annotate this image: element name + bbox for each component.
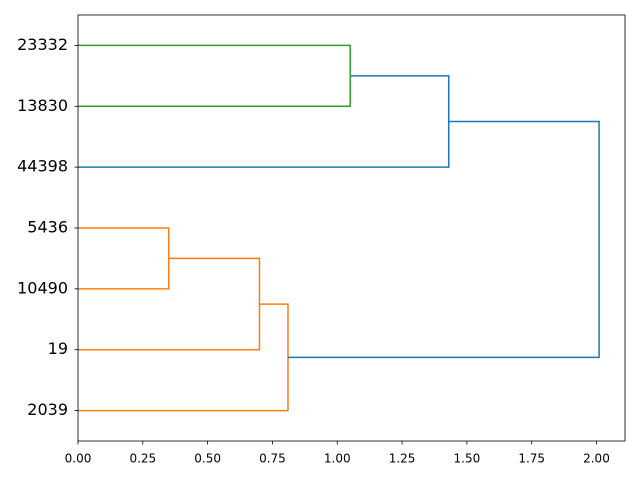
dendrogram-link (78, 257, 261, 351)
y-tick-label: 10490 (17, 278, 68, 297)
x-tick-label: 2.00 (583, 452, 610, 466)
dendrogram-link (78, 227, 170, 290)
y-tick-label: 19 (48, 339, 68, 358)
x-tick-label: 1.50 (454, 452, 481, 466)
x-tick-label: 0.50 (194, 452, 221, 466)
y-tick-label: 5436 (27, 218, 68, 237)
dendrogram-link (78, 75, 450, 168)
x-tick-label: 1.75 (518, 452, 545, 466)
plot-frame (77, 14, 626, 442)
x-tick-label: 0.00 (65, 452, 92, 466)
x-tick-label: 0.25 (129, 452, 156, 466)
y-tick-label: 13830 (17, 96, 68, 115)
y-tick-label: 23332 (17, 35, 68, 54)
dendrogram-link (287, 120, 600, 359)
y-tick-label: 2039 (27, 400, 68, 419)
x-tick-label: 1.25 (389, 452, 416, 466)
x-tick-label: 0.75 (259, 452, 286, 466)
dendrogram-link (78, 303, 289, 412)
x-tick-label: 1.00 (324, 452, 351, 466)
dendrogram-link (78, 44, 351, 108)
y-tick-label: 44398 (17, 157, 68, 176)
